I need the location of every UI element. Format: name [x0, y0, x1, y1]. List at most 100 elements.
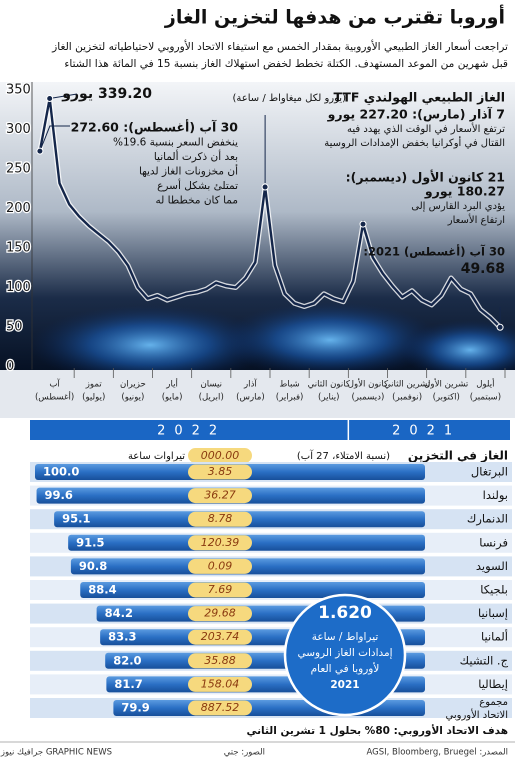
- annotation-text: مما كان مخططا له: [156, 195, 238, 207]
- bar-value-label: 88.4: [88, 583, 116, 597]
- bar-value-label: 95.1: [62, 512, 90, 526]
- x-tick-label: حزيران: [120, 380, 146, 390]
- country-label: فرنسا: [479, 535, 508, 550]
- bar-value-label: 90.8: [79, 559, 107, 573]
- pill: [188, 629, 252, 645]
- leader: [39, 125, 70, 152]
- bar-value-label: 82.0: [113, 653, 141, 667]
- bar-value-label: 91.5: [76, 535, 104, 549]
- flame-glow: [400, 320, 515, 380]
- x-tick-label: آب: [49, 378, 60, 390]
- twh-value: 8.78: [208, 512, 233, 525]
- country-label: الاتحاد الأوروبي: [446, 708, 509, 721]
- twh-header: تيراوات ساعة: [128, 451, 185, 462]
- country-label: إسبانيا: [478, 606, 508, 620]
- annotation-text: أن مخزونات الغاز لديها: [139, 164, 238, 178]
- chart-subtitle: (يورو لكل ميغاواط / ساعة): [233, 93, 347, 104]
- pill: [188, 676, 252, 692]
- twh-value: 0.09: [208, 559, 233, 572]
- annotation-text: 339.20 يورو: [61, 86, 152, 102]
- x-tick-label: (يناير): [318, 393, 339, 403]
- annotation-text: ينخفض السعر بنسبة 19.6%: [113, 137, 238, 149]
- x-tick-label: (اكتوبر): [433, 393, 460, 403]
- country-label: إيطاليا: [478, 677, 508, 691]
- target-note: هدف الاتحاد الأوروبي: 80% بحلول 1 تشرين …: [246, 724, 508, 737]
- y-tick-label: 50: [6, 320, 23, 335]
- x-axis-band: [0, 370, 515, 418]
- annotation-text: 7 آذار (مارس): 227.20 يورو: [327, 107, 505, 122]
- y-tick-label: 350: [6, 83, 31, 98]
- year-label: 2021: [392, 424, 461, 439]
- annotation-text: 30 آب (أغسطس) 2021:: [363, 244, 505, 259]
- pill: [188, 511, 252, 527]
- flame-glow: [30, 305, 270, 385]
- annotation-text: 21 كانون الأول (ديسمبر):: [346, 170, 505, 185]
- twh-header-value: 000.00: [201, 449, 240, 462]
- bar-value-label: 100.0: [43, 465, 79, 479]
- x-tick-label: (مايو): [162, 393, 183, 403]
- source: المصدر: AGSI, Bloomberg, Bruegel: [366, 748, 508, 758]
- bars-title: الغاز في التخزين: [408, 449, 508, 463]
- pill: [188, 535, 252, 551]
- callout-text: تيراواط / ساعة: [312, 631, 379, 643]
- x-tick-label: تموز: [85, 380, 103, 390]
- y-tick-label: 0: [6, 359, 14, 374]
- pill: [188, 448, 252, 463]
- callout-circle: [283, 593, 407, 717]
- leader: [49, 93, 78, 100]
- y-tick-label: 250: [6, 162, 31, 177]
- price-line: [38, 97, 501, 329]
- country-label: مجموع: [479, 697, 508, 708]
- annotation-text: ارتفاع الأسعار: [447, 213, 505, 226]
- x-tick-label: أيلول: [476, 378, 494, 390]
- y-tick-label: 100: [6, 280, 31, 295]
- x-tick-label: شباط: [279, 380, 299, 390]
- x-tick-label: تشرين الثاني: [384, 380, 431, 390]
- x-tick-label: (فبراير): [276, 393, 304, 403]
- annotation-text: بعد أن ذكرت ألمانيا: [154, 149, 238, 163]
- country-label: ألمانيا: [481, 629, 508, 644]
- x-tick-label: آذار: [243, 378, 257, 390]
- annotation-text: يؤدي البرد القارس إلى: [411, 201, 505, 212]
- annotation-text: 30 آب (أغسطس): 272.60: [71, 119, 239, 135]
- credit: GRAPHIC NEWS جرافيك نيوز: [0, 748, 112, 758]
- flame-glow: [220, 302, 440, 378]
- bar: [80, 582, 426, 598]
- pill: [188, 464, 252, 480]
- pill: [188, 606, 252, 622]
- bar-value-label: 83.3: [108, 630, 136, 644]
- pill: [188, 700, 252, 716]
- country-label: البرتغال: [471, 465, 508, 480]
- x-tick-label: (نوفمبر): [392, 393, 422, 403]
- callout-text: 2021: [330, 679, 359, 691]
- subtitle: قبل شهرين من الموعد المستهدف. الكتلة تخط…: [64, 58, 508, 70]
- title: أوروبا تقترب من هدفها لتخزين الغاز: [164, 5, 505, 29]
- twh-value: 3.85: [208, 465, 233, 478]
- annotation-point: [36, 147, 44, 155]
- annotation-text: القتال في أوكرانيا بخفض الإمدادات الروسي…: [324, 136, 505, 149]
- content: أوروبا تقترب من هدفها لتخزين الغاز تراجعت…: [0, 5, 512, 758]
- annotation-point: [46, 95, 54, 103]
- pill: [188, 558, 252, 574]
- twh-value: 120.39: [201, 536, 240, 549]
- year-label: 2022: [157, 424, 226, 439]
- y-tick-label: 300: [6, 122, 31, 137]
- annotation-point: [359, 220, 367, 228]
- callout-value: 1.620: [318, 603, 372, 623]
- twh-value: 203.74: [201, 630, 240, 643]
- twh-value: 35.88: [204, 654, 236, 667]
- annotation-text: 49.68: [461, 261, 505, 277]
- annotation-text: 180.27 يورو: [424, 184, 505, 199]
- x-tick-label: (مارس): [236, 393, 265, 403]
- annotation-text: تمتلئ بشكل أسرع: [157, 178, 238, 192]
- annotation-text: ترتفع الأسعار في الوقت الذي يهدد فيه: [347, 122, 505, 135]
- bars-subtitle: (نسبة الامتلاء، 27 آب): [297, 449, 390, 462]
- country-label: الدنمارك: [467, 512, 508, 527]
- chart-title: الغاز الطبيعي الهولندي TTF: [334, 90, 505, 105]
- pill: [188, 582, 252, 598]
- twh-value: 887.52: [201, 701, 240, 714]
- x-tick-label: نيسان: [200, 380, 222, 390]
- x-tick-label: كانون الثاني: [308, 380, 351, 390]
